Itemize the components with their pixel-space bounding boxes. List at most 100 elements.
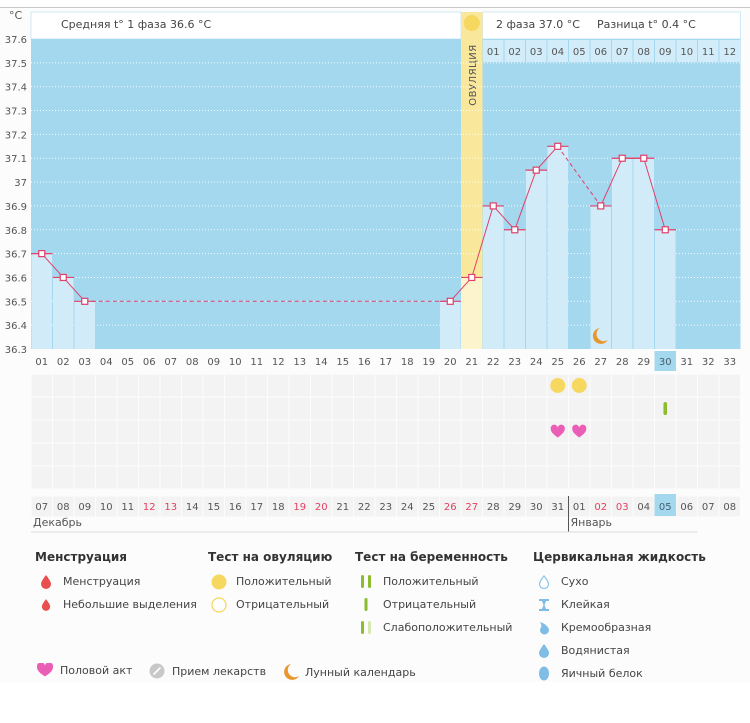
symptom-cell <box>590 443 611 466</box>
date-cell <box>633 496 654 517</box>
symptom-cell <box>53 466 74 489</box>
symptom-cell <box>246 420 267 443</box>
footer-blank <box>0 682 750 723</box>
symptom-cell <box>332 443 353 466</box>
symptom-cell <box>332 466 353 489</box>
legend-title: Цервикальная жидкость <box>533 550 706 564</box>
legend-item: Клейкая <box>533 593 706 616</box>
date-cell <box>375 496 396 517</box>
symptom-cell <box>246 443 267 466</box>
cycle-day-label: 01 <box>35 357 48 368</box>
date-cell <box>547 496 568 517</box>
date-cell <box>354 496 375 517</box>
symptom-cell <box>139 397 160 420</box>
blood-drop-icon <box>35 574 57 589</box>
symptom-cell <box>569 397 590 420</box>
symptom-cell <box>655 443 676 466</box>
date-cell <box>461 496 482 517</box>
symptom-cell <box>698 374 719 397</box>
phase2-day-label: 09 <box>659 47 672 58</box>
symptom-cell <box>397 420 418 443</box>
symptom-cell <box>332 374 353 397</box>
calendar-date-label: 20 <box>315 502 328 513</box>
ovulation-label: ОВУЛЯЦИЯ <box>468 44 479 106</box>
symptom-cell <box>203 420 224 443</box>
small-drop-icon <box>35 598 57 611</box>
symptom-cell <box>633 466 654 489</box>
symptom-cell <box>569 466 590 489</box>
date-cell <box>182 496 203 517</box>
symptom-cell <box>332 397 353 420</box>
cycle-day-label: 18 <box>401 357 414 368</box>
symptom-cell <box>246 397 267 420</box>
phase2-day-label: 07 <box>616 47 629 58</box>
cycle-day-label: 30 <box>659 357 672 368</box>
phase2-day-label: 12 <box>723 47 736 58</box>
egg-white-icon <box>533 666 555 681</box>
temperature-bar <box>53 277 74 349</box>
temperature-bar <box>31 253 52 349</box>
symptom-cell <box>96 397 117 420</box>
cycle-day-label: 32 <box>702 357 715 368</box>
phase2-day-label: 02 <box>508 47 521 58</box>
legend-cervical-fluid: Цервикальная жидкость Сухо Клейкая Кремо… <box>533 550 706 685</box>
temperature-bar <box>590 205 611 349</box>
calendar-date-label: 29 <box>508 502 521 513</box>
legend-pregnancy-test: Тест на беременность Положительный Отриц… <box>355 550 512 639</box>
symptom-cell <box>526 374 547 397</box>
calendar-date-label: 07 <box>35 502 48 513</box>
legend-medication: Прием лекарств <box>146 663 266 679</box>
phase1-header-box <box>30 11 462 40</box>
calendar-date-label: 13 <box>164 502 177 513</box>
symptom-cell <box>397 397 418 420</box>
symptom-cell <box>375 374 396 397</box>
temperature-point <box>511 226 519 234</box>
temperature-bar <box>461 277 483 349</box>
legend-label: Менструация <box>63 575 141 588</box>
legend-intercourse: Половой акт <box>34 663 132 677</box>
symptom-cell <box>590 374 611 397</box>
symptom-cell <box>268 443 289 466</box>
date-cell <box>612 496 633 517</box>
interpolated-line <box>557 146 602 207</box>
symptom-cell <box>203 466 224 489</box>
calendar-date-label: 25 <box>422 502 435 513</box>
cycle-day-label: 33 <box>723 357 736 368</box>
symptom-cell <box>182 443 203 466</box>
symptom-cell <box>160 374 181 397</box>
calendar-date-label: 02 <box>594 502 607 513</box>
symptom-cell <box>418 397 439 420</box>
temperature-bar <box>483 205 504 349</box>
legend-item: Положительный <box>208 570 332 593</box>
phase2-day-label: 11 <box>702 47 715 58</box>
calendar-date-label: 16 <box>229 502 242 513</box>
symptom-cell <box>96 374 117 397</box>
cycle-day-label: 23 <box>508 357 521 368</box>
cycle-day-label: 15 <box>336 357 349 368</box>
creamy-drop-icon <box>533 621 555 635</box>
legend-item: Отрицательный <box>208 593 332 616</box>
legend-label: Кремообразная <box>561 621 652 634</box>
date-cell <box>268 496 289 517</box>
symptom-cell <box>483 374 504 397</box>
symptom-cell <box>139 443 160 466</box>
calendar-date-label: 21 <box>336 502 349 513</box>
symptom-cell <box>483 466 504 489</box>
symptom-cell <box>483 443 504 466</box>
intercourse-heart-icon <box>550 424 565 438</box>
symptom-cell <box>375 443 396 466</box>
date-cell <box>53 496 74 517</box>
legend-label: Яичный белок <box>561 667 643 680</box>
date-cell <box>483 496 504 517</box>
legend-ovulation-test: Тест на овуляцию Положительный Отрицател… <box>208 550 332 616</box>
unit-label: °C <box>9 9 23 22</box>
symptom-cell <box>31 443 52 466</box>
symptom-cell <box>461 374 482 397</box>
moon-icon <box>592 328 608 344</box>
symptom-cell <box>612 374 633 397</box>
symptom-cell <box>418 420 439 443</box>
y-tick-label: 37.5 <box>5 59 27 70</box>
calendar-date-label: 09 <box>78 502 91 513</box>
temperature-bar <box>504 229 525 349</box>
symptom-cell <box>440 420 461 443</box>
